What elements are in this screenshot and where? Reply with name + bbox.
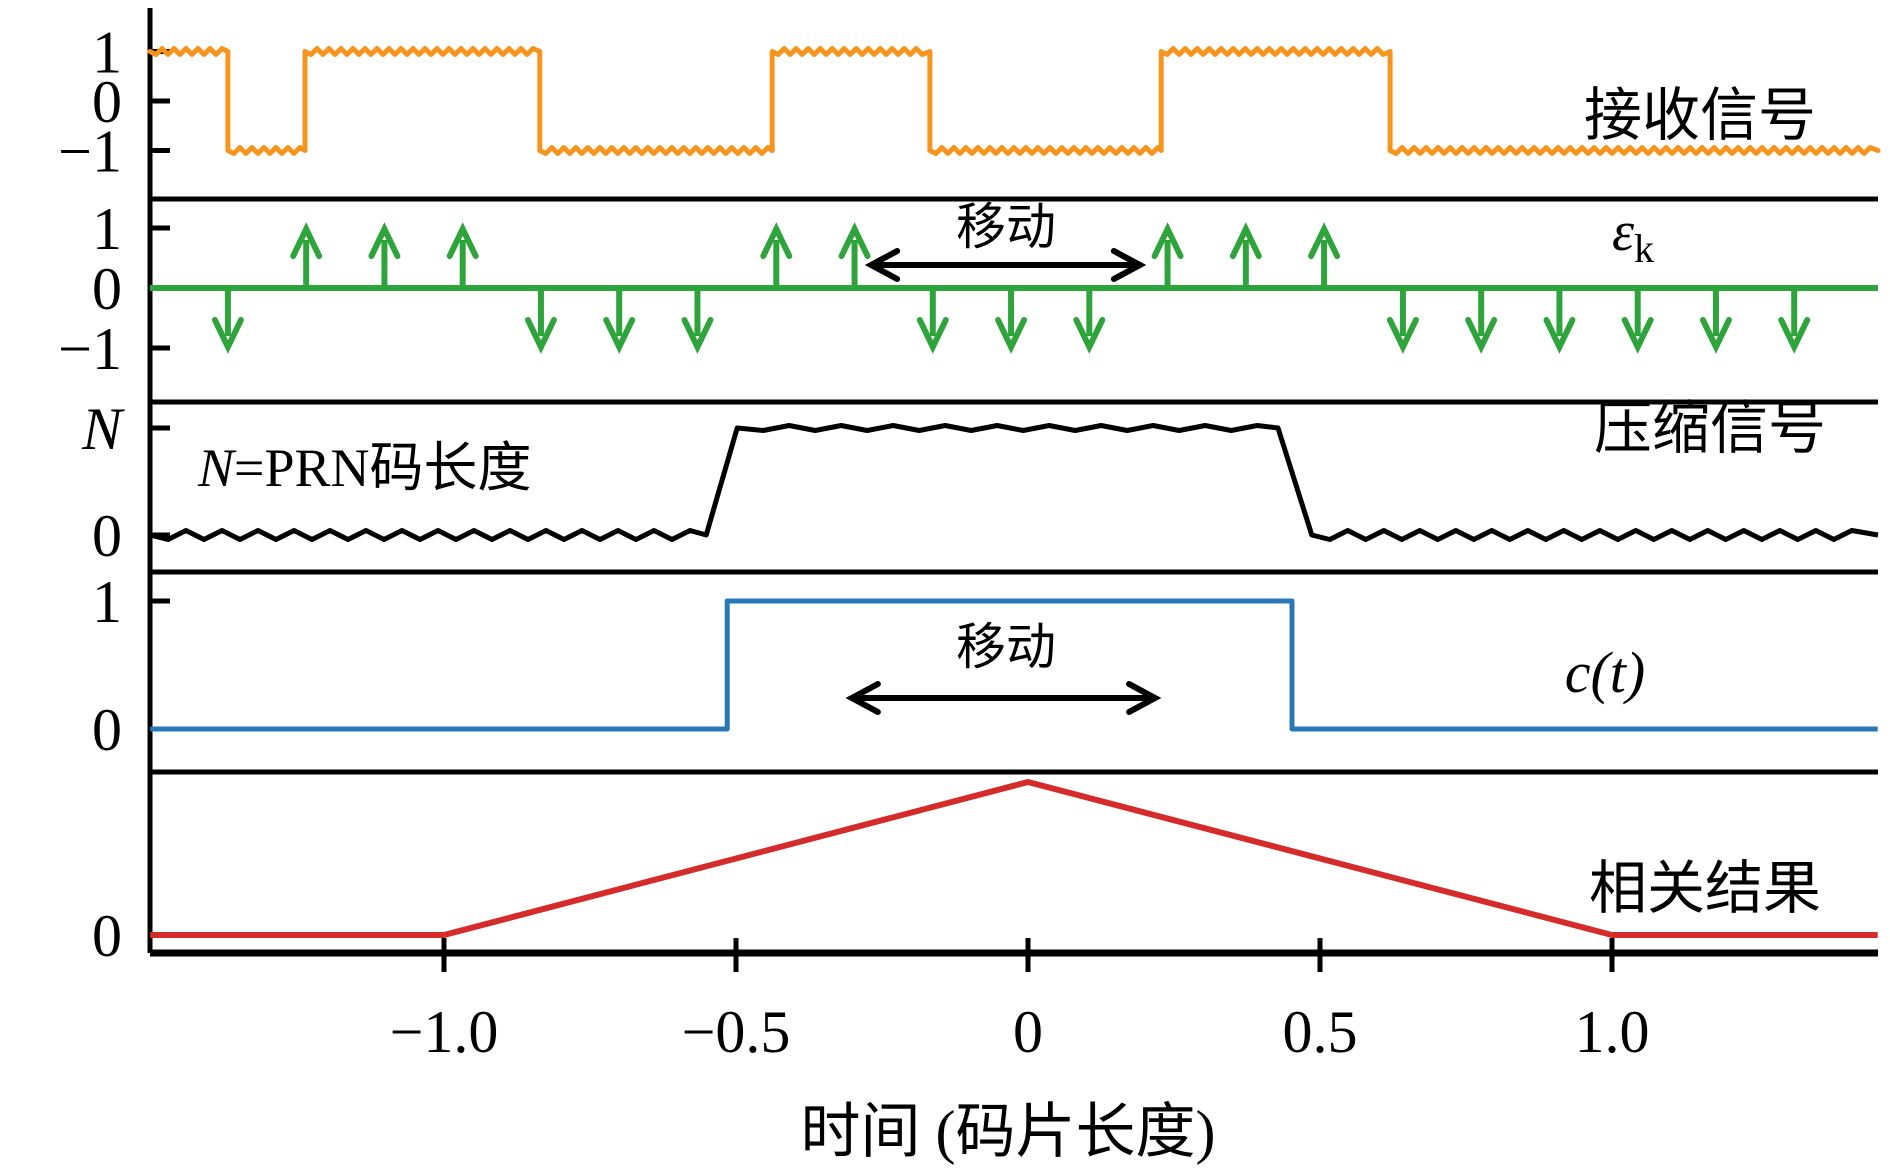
epsilon-arrow-down bbox=[1621, 290, 1654, 354]
arrow-head-left-icon bbox=[845, 681, 881, 715]
arrow-head-down-icon bbox=[995, 317, 1028, 354]
y-tick-label: −1 bbox=[58, 119, 122, 185]
arrow-head-down-icon bbox=[681, 317, 714, 354]
move-arrow-top bbox=[864, 248, 1147, 282]
y-tick-label: 1 bbox=[92, 569, 122, 635]
arrow-head-up-icon bbox=[838, 222, 871, 259]
received-signal-path bbox=[147, 46, 1881, 156]
y-tick-label: 0 bbox=[92, 697, 122, 763]
label-move-bottom: 移动 bbox=[956, 619, 1056, 675]
epsilon-arrow-up bbox=[760, 222, 793, 286]
arrow-head-down-icon bbox=[1386, 317, 1419, 354]
epsilon-arrow-up bbox=[290, 222, 323, 286]
label-n-definition: N=PRN码长度 bbox=[197, 438, 532, 498]
y-tick-label: 1 bbox=[92, 196, 122, 262]
y-tick-label: N bbox=[81, 396, 125, 462]
epsilon-arrow-down bbox=[1386, 290, 1419, 354]
x-tick-label: 0 bbox=[1013, 999, 1043, 1065]
epsilon-arrow-down bbox=[1699, 290, 1732, 354]
epsilon-arrow-up bbox=[368, 222, 401, 286]
epsilon-arrow-up bbox=[838, 222, 871, 286]
y-tick-label: 0 bbox=[92, 503, 122, 569]
epsilon-arrow-up bbox=[1151, 222, 1184, 286]
epsilon-arrow-down bbox=[1073, 290, 1106, 354]
arrow-head-down-icon bbox=[1465, 317, 1498, 354]
correlation-signal-path bbox=[150, 779, 1878, 938]
epsilon-arrow-up bbox=[1308, 222, 1341, 286]
arrow-head-up-icon bbox=[446, 222, 479, 259]
label-correlation-result: 相关结果 bbox=[1589, 856, 1821, 921]
x-tick-label: −0.5 bbox=[682, 999, 791, 1065]
arrow-head-up-icon bbox=[290, 222, 323, 259]
epsilon-arrow-up bbox=[1229, 222, 1262, 286]
epsilon-arrow-down bbox=[211, 290, 244, 354]
signals-layer bbox=[147, 46, 1881, 938]
y-tick-label: 1 bbox=[92, 20, 122, 86]
arrow-head-down-icon bbox=[603, 317, 636, 354]
arrow-head-down-icon bbox=[1543, 317, 1576, 354]
x-tick-label: −1.0 bbox=[390, 999, 499, 1065]
epsilon-arrow-down bbox=[1465, 290, 1498, 354]
x-tick-label: 1.0 bbox=[1575, 999, 1650, 1065]
epsilon-arrow-down bbox=[916, 290, 949, 354]
arrow-head-up-icon bbox=[760, 222, 793, 259]
epsilon-arrow-down bbox=[681, 290, 714, 354]
code-signal-path bbox=[150, 598, 1878, 732]
label-compressed-signal: 压缩信号 bbox=[1594, 396, 1826, 461]
label-code-ct: c(t) bbox=[1565, 640, 1646, 705]
arrow-head-up-icon bbox=[1308, 222, 1341, 259]
arrow-head-down-icon bbox=[1778, 317, 1811, 354]
arrow-head-left-icon bbox=[864, 248, 901, 282]
arrow-head-down-icon bbox=[211, 317, 244, 354]
arrow-head-right-icon bbox=[1126, 681, 1162, 715]
epsilon-arrow-down bbox=[524, 290, 557, 354]
compressed-signal-path bbox=[149, 423, 1879, 542]
epsilon-arrow-down bbox=[603, 290, 636, 354]
label-epsilon-k: εk bbox=[1612, 201, 1654, 271]
label-received-signal: 接收信号 bbox=[1584, 83, 1816, 148]
arrow-head-down-icon bbox=[916, 317, 949, 354]
arrow-head-down-icon bbox=[1073, 317, 1106, 354]
epsilon-arrow-up bbox=[446, 222, 479, 286]
label-move-top: 移动 bbox=[956, 199, 1056, 255]
move-arrow-bottom bbox=[845, 681, 1162, 715]
epsilon-arrow-down bbox=[1778, 290, 1811, 354]
epsilon-arrow-down bbox=[1543, 290, 1576, 354]
arrow-head-up-icon bbox=[1151, 222, 1184, 259]
arrow-head-right-icon bbox=[1110, 248, 1147, 282]
arrow-head-down-icon bbox=[524, 317, 557, 354]
annotations-layer bbox=[845, 248, 1162, 715]
epsilon-arrow-down bbox=[995, 290, 1028, 354]
arrow-head-up-icon bbox=[1229, 222, 1262, 259]
arrow-head-down-icon bbox=[1699, 317, 1732, 354]
y-tick-label: −1 bbox=[58, 316, 122, 382]
arrow-head-down-icon bbox=[1621, 317, 1654, 354]
x-tick-label: 0.5 bbox=[1283, 999, 1358, 1065]
y-tick-label: 0 bbox=[92, 69, 122, 135]
labels-layer: 接收信号 εk 压缩信号 c(t) 相关结果 N=PRN码长度 移动 移动 时间… bbox=[197, 83, 1826, 1165]
y-tick-label: 0 bbox=[92, 903, 122, 969]
y-tick-label: 0 bbox=[92, 256, 122, 322]
x-axis-title: 时间 (码片长度) bbox=[801, 1099, 1216, 1165]
arrow-head-up-icon bbox=[368, 222, 401, 259]
axes-frame bbox=[147, 8, 1878, 957]
